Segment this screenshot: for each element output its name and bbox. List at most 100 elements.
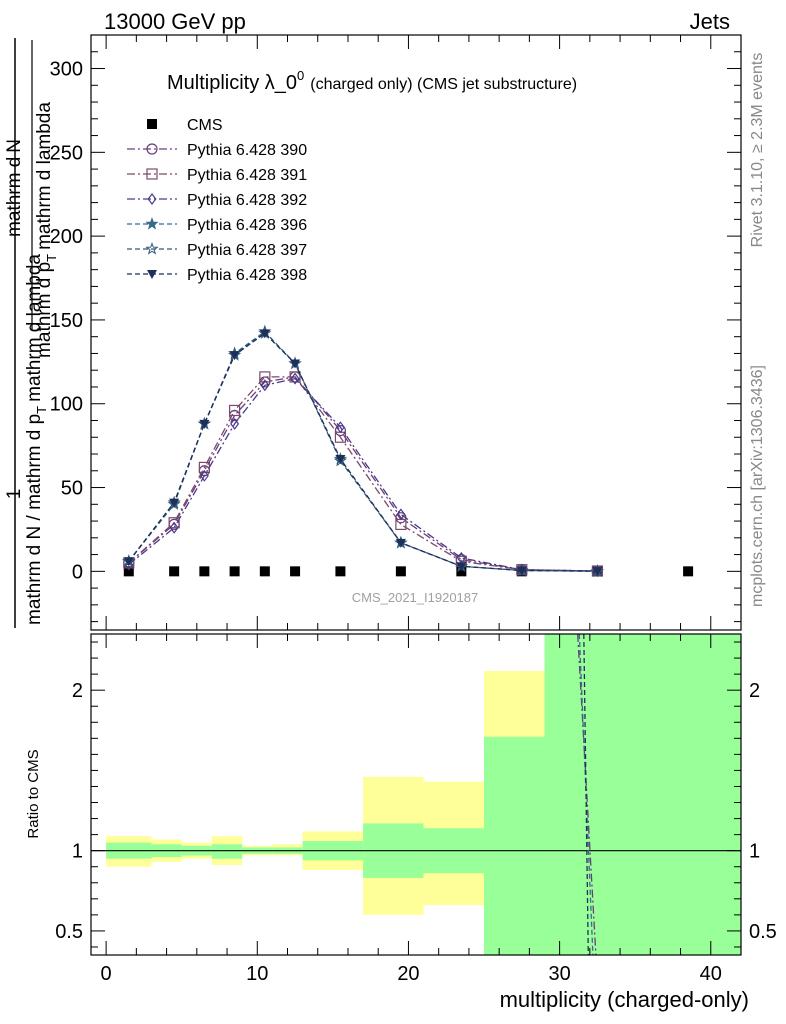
ratio-plot-frame bbox=[90, 633, 742, 956]
ratio-uncertainty-bands bbox=[106, 634, 741, 955]
ratio-y-tick-label-right: 0.5 bbox=[749, 921, 777, 943]
data-point bbox=[456, 562, 467, 572]
data-point bbox=[290, 359, 301, 369]
rivet-version-label: Rivet 3.1.10, ≥ 2.3M events bbox=[749, 53, 766, 248]
series-1 bbox=[123, 371, 603, 577]
y-label-frac-num: mathrm d bbox=[4, 157, 25, 237]
series-0 bbox=[123, 566, 694, 577]
data-point bbox=[168, 517, 180, 529]
legend-label: CMS bbox=[187, 117, 223, 134]
y-label-denominator: mathrm d N / mathrm d pTmathrm d lambda bbox=[24, 254, 49, 625]
data-point bbox=[259, 329, 270, 339]
x-tick-label: 10 bbox=[246, 963, 268, 985]
legend-marker bbox=[147, 119, 157, 129]
data-point bbox=[259, 566, 270, 577]
y-tick-label: 100 bbox=[50, 394, 83, 416]
ratio-plot: 0.5 0.5 1 1 2 2 0 10 20 30 40 Ratio to CMS multip… bbox=[25, 633, 777, 1012]
ratio-series-line bbox=[577, 634, 597, 955]
series-4 bbox=[122, 326, 605, 577]
y-tick-label: 300 bbox=[50, 59, 83, 81]
data-point bbox=[516, 566, 527, 576]
plot-title-main: Multiplicity λ_0 bbox=[167, 72, 297, 94]
x-tick-label: 30 bbox=[548, 963, 570, 985]
ratio-series bbox=[91, 634, 741, 955]
y-label-inner-numerator: mathrm d N bbox=[4, 139, 25, 237]
ratio-y-tick-label-left: 0.5 bbox=[55, 921, 83, 943]
series-line bbox=[128, 332, 598, 572]
legend-entry: Pythia 6.428 390 bbox=[127, 142, 307, 159]
y-label-den-post: mathrm d lambda bbox=[24, 254, 45, 402]
mcplots-credit-label: mcplots.cern.ch [arXiv:1306.3436] bbox=[749, 365, 766, 607]
series-line bbox=[128, 330, 598, 572]
data-point bbox=[199, 419, 210, 429]
ratio-series-line bbox=[583, 634, 589, 955]
legend-marker bbox=[147, 270, 157, 279]
y-tick-label: 0 bbox=[72, 561, 83, 583]
data-point bbox=[335, 455, 346, 465]
legend-label: Pythia 6.428 391 bbox=[187, 167, 307, 184]
y-label-frac-num2: N bbox=[4, 139, 25, 153]
ratio-y-tick-label-right: 2 bbox=[749, 680, 760, 702]
stat-uncertainty-band bbox=[544, 634, 741, 955]
main-y-axis-label: 1 mathrm d N / mathrm d pTmathrm d lambd… bbox=[4, 38, 59, 628]
legend-marker bbox=[145, 242, 159, 255]
y-label-frac-den-post: mathrm d lambda bbox=[34, 102, 55, 250]
series-line bbox=[128, 376, 598, 572]
y-label-inner-denominator: mathrm d pTmathrm d lambda bbox=[34, 102, 59, 358]
x-tick-label: 40 bbox=[700, 963, 722, 985]
data-point bbox=[395, 538, 406, 548]
data-point bbox=[259, 371, 271, 383]
data-point bbox=[229, 566, 240, 577]
data-point bbox=[199, 469, 209, 482]
data-point bbox=[290, 372, 300, 385]
data-point bbox=[230, 417, 240, 430]
data-point bbox=[335, 566, 346, 577]
data-point bbox=[334, 424, 347, 437]
plot-title-rest: (charged only) (CMS jet substructure) bbox=[310, 76, 577, 93]
main-series bbox=[122, 324, 694, 578]
data-point bbox=[335, 421, 345, 434]
data-point bbox=[229, 351, 240, 361]
legend-label: Pythia 6.428 398 bbox=[187, 267, 307, 284]
x-tick-label: 20 bbox=[397, 963, 419, 985]
data-point bbox=[290, 566, 301, 577]
legend-entry: Pythia 6.428 392 bbox=[127, 192, 307, 209]
data-point bbox=[123, 566, 134, 577]
data-point bbox=[123, 557, 134, 567]
legend-marker bbox=[147, 193, 157, 205]
series-6 bbox=[123, 329, 603, 577]
legend-label: Pythia 6.428 392 bbox=[187, 192, 307, 209]
data-point bbox=[592, 567, 603, 577]
data-point bbox=[169, 566, 180, 577]
x-axis-label: multiplicity (charged-only) bbox=[500, 987, 749, 1012]
data-point bbox=[289, 371, 301, 383]
main-x-ticks bbox=[105, 35, 742, 630]
ratio-y-ticks: 0.5 0.5 1 1 2 2 bbox=[55, 641, 777, 948]
series-3 bbox=[124, 372, 602, 578]
series-2 bbox=[123, 371, 603, 577]
series-line bbox=[128, 377, 598, 572]
ratio-y-tick-label-right: 1 bbox=[749, 841, 760, 863]
legend-label: Pythia 6.428 396 bbox=[187, 217, 307, 234]
data-point bbox=[169, 498, 180, 508]
y-tick-label: 200 bbox=[50, 226, 83, 248]
legend-label: Pythia 6.428 390 bbox=[187, 142, 307, 159]
data-point bbox=[229, 404, 241, 417]
ratio-y-tick-label-left: 1 bbox=[72, 841, 83, 863]
y-tick-label: 250 bbox=[50, 142, 83, 164]
x-tick-label: 0 bbox=[101, 963, 112, 985]
plot-title-superscript: 0 bbox=[297, 68, 304, 83]
data-point bbox=[456, 566, 467, 577]
data-point bbox=[260, 379, 270, 392]
series-line bbox=[128, 332, 598, 572]
data-point bbox=[396, 508, 406, 521]
main-y-ticks: 0 50 100 150 200 250 300 bbox=[50, 34, 741, 623]
main-plot-frame bbox=[90, 34, 742, 631]
plot-title: Multiplicity λ_00 (charged only) (CMS jet… bbox=[167, 68, 577, 94]
y-label-den-text: mathrm d N / mathrm d p bbox=[24, 414, 45, 625]
series-line bbox=[128, 376, 598, 572]
legend: CMS Pythia 6.428 390 Pythia 6.428 391 Pythi… bbox=[127, 117, 307, 284]
legend-entry: CMS bbox=[147, 117, 223, 134]
header-energy-label: 13000 GeV pp bbox=[104, 9, 246, 34]
